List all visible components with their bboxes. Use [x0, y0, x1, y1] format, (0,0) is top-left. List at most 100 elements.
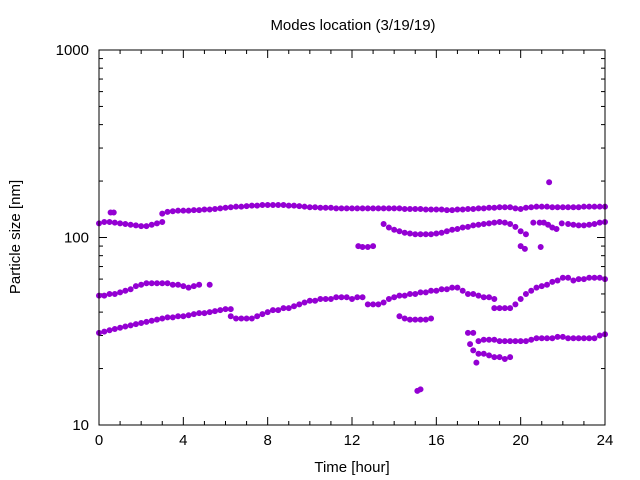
data-point: [217, 307, 224, 314]
data-point: [591, 221, 598, 228]
data-point: [480, 221, 487, 228]
data-point: [470, 290, 477, 297]
data-point: [449, 226, 456, 233]
data-point: [549, 278, 556, 285]
data-point: [380, 221, 387, 228]
data-point: [454, 226, 461, 233]
data-point: [233, 315, 240, 322]
data-point: [312, 204, 319, 211]
data-point: [322, 204, 329, 211]
data-point: [496, 354, 503, 361]
data-point: [196, 310, 203, 317]
data-point: [480, 294, 487, 301]
data-point: [327, 295, 334, 302]
data-point: [327, 204, 334, 211]
data-point: [301, 203, 308, 210]
data-point: [554, 204, 561, 211]
data-point: [565, 221, 572, 228]
data-point: [201, 206, 208, 213]
data-point: [459, 224, 466, 231]
data-point: [217, 205, 224, 212]
data-point: [507, 354, 514, 361]
data-point: [291, 303, 298, 310]
data-point: [317, 295, 324, 302]
data-point: [180, 283, 187, 290]
data-point: [401, 205, 408, 212]
data-point: [501, 219, 508, 226]
plot-frame: [98, 49, 606, 426]
data-point: [406, 230, 413, 237]
data-point: [285, 202, 292, 209]
data-point: [521, 245, 528, 252]
data-point: [185, 312, 192, 319]
data-point: [138, 281, 145, 288]
data-point: [528, 204, 535, 211]
x-tick-label: 4: [179, 432, 187, 449]
data-point: [385, 205, 392, 212]
x-tick-label: 0: [95, 432, 103, 449]
data-point: [117, 289, 124, 296]
data-point: [580, 335, 587, 342]
data-point: [222, 204, 229, 211]
data-point: [391, 226, 398, 233]
data-point: [464, 290, 471, 297]
data-point: [438, 206, 445, 213]
data-point: [391, 294, 398, 301]
data-point: [501, 338, 508, 345]
data-point: [269, 202, 276, 209]
data-point: [364, 205, 371, 212]
data-point: [428, 287, 435, 294]
data-point: [354, 205, 361, 212]
data-point: [546, 179, 553, 186]
data-point: [148, 317, 155, 324]
data-point: [496, 218, 503, 225]
data-point: [428, 206, 435, 213]
data-point: [491, 204, 498, 211]
data-point: [501, 305, 508, 312]
data-point: [138, 223, 145, 230]
data-point: [464, 223, 471, 230]
data-point: [417, 231, 424, 238]
data-point: [175, 207, 182, 214]
data-point: [322, 295, 329, 302]
data-point: [222, 306, 229, 313]
data-point: [559, 333, 566, 340]
data-point: [143, 223, 150, 230]
data-point: [285, 305, 292, 312]
x-tick-label: 16: [428, 432, 445, 449]
data-point: [491, 219, 498, 226]
data-point: [580, 222, 587, 229]
data-point: [159, 210, 166, 217]
data-point: [106, 218, 113, 225]
data-point: [153, 280, 160, 287]
data-point: [412, 231, 419, 238]
data-point: [153, 316, 160, 323]
data-point: [580, 276, 587, 283]
data-point: [143, 318, 150, 325]
data-point: [127, 221, 134, 228]
data-point: [459, 206, 466, 213]
data-point: [401, 229, 408, 236]
data-point: [533, 284, 540, 291]
data-point: [401, 315, 408, 322]
data-point: [406, 205, 413, 212]
data-point: [517, 295, 524, 302]
data-point: [370, 301, 377, 308]
data-point: [422, 206, 429, 213]
data-point: [211, 205, 218, 212]
data-point: [148, 221, 155, 228]
data-point: [412, 290, 419, 297]
data-point: [545, 221, 552, 228]
data-point: [422, 231, 429, 238]
data-point: [275, 202, 282, 209]
data-point: [175, 281, 182, 288]
data-point: [196, 207, 203, 214]
data-point: [101, 218, 108, 225]
data-point: [422, 316, 429, 323]
data-point: [517, 338, 524, 345]
data-point: [359, 205, 366, 212]
data-point: [417, 386, 424, 393]
data-point: [522, 290, 529, 297]
data-point: [190, 311, 197, 318]
